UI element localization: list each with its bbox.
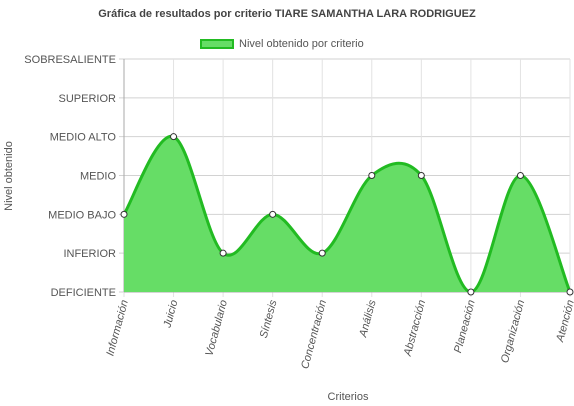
x-tick-label: Abstracción: [402, 299, 429, 359]
x-tick-label: Concentración: [299, 299, 329, 371]
y-tick-label: MEDIO: [80, 171, 117, 183]
x-tick-label: Análisis: [357, 298, 379, 339]
y-axis-title: Nivel obtenido: [3, 141, 15, 211]
x-tick-label: Juicio: [161, 299, 180, 330]
x-tick-label: Síntesis: [258, 298, 280, 339]
data-point[interactable]: [467, 288, 475, 296]
series-line: [122, 135, 572, 294]
x-tick-label: Organización: [499, 299, 527, 365]
legend-label: Nivel obtenido por criterio: [239, 38, 364, 50]
data-point[interactable]: [269, 210, 277, 218]
data-point[interactable]: [516, 172, 524, 179]
chart-title: Gráfica de resultados por criterio TIARE…: [98, 8, 476, 20]
y-tick-label: MEDIO ALTO: [50, 132, 117, 144]
y-tick-labels: DEFICIENTE INFERIOR MEDIO BAJO MEDIO MEDIO A…: [24, 54, 116, 299]
data-point[interactable]: [566, 288, 574, 296]
legend[interactable]: Nivel obtenido por criterio: [200, 37, 364, 51]
y-tick-label: SOBRESALIENTE: [24, 54, 116, 66]
data-point[interactable]: [318, 249, 326, 257]
area-layer: [122, 135, 572, 294]
x-tick-labels: Información Juicio Vocabulario Síntesis Conc…: [104, 298, 574, 370]
x-axis-title: Criterios: [328, 391, 369, 403]
data-point[interactable]: [219, 249, 227, 257]
y-tick-label: INFERIOR: [63, 248, 116, 260]
x-tick-label: Información: [104, 299, 130, 358]
data-point[interactable]: [120, 210, 128, 218]
x-tick-label: Planeación: [452, 299, 478, 355]
y-tick-label: MEDIO BAJO: [48, 209, 116, 221]
y-tick-label: DEFICIENTE: [51, 287, 116, 299]
data-point[interactable]: [417, 172, 425, 179]
y-tick-label: SUPERIOR: [59, 93, 117, 105]
point-layer: [120, 133, 574, 296]
x-tick-label: Vocabulario: [203, 299, 230, 358]
x-tick-label: Atención: [554, 299, 574, 344]
data-point[interactable]: [170, 133, 178, 141]
data-point[interactable]: [368, 172, 376, 179]
legend-swatch: [200, 39, 234, 49]
